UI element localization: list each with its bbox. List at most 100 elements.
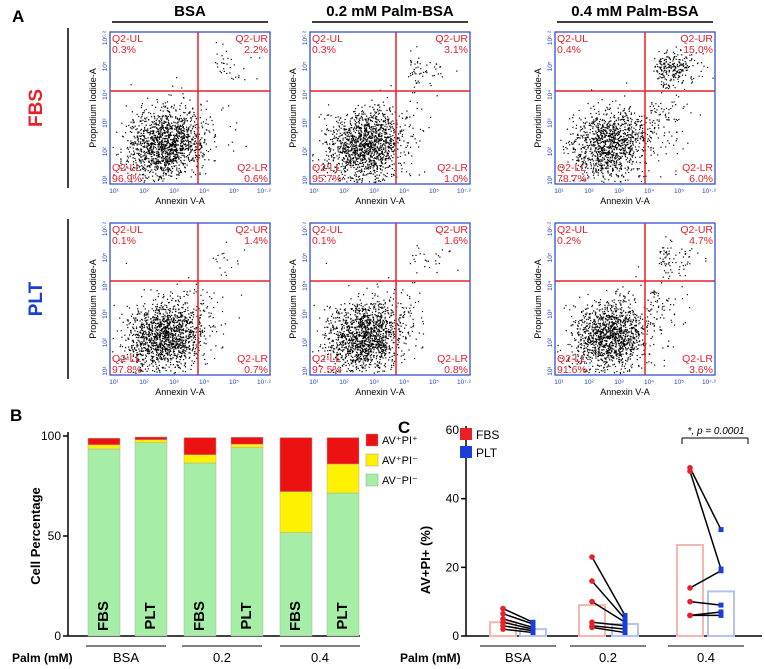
dot bbox=[393, 173, 395, 175]
dot bbox=[625, 153, 627, 155]
dot bbox=[145, 156, 147, 158]
dot bbox=[132, 122, 134, 124]
dot bbox=[626, 141, 628, 144]
dot bbox=[596, 131, 598, 134]
dot bbox=[167, 139, 169, 141]
dot bbox=[373, 138, 375, 140]
dot bbox=[348, 129, 350, 131]
dot bbox=[142, 140, 144, 142]
dot bbox=[351, 141, 353, 143]
dot bbox=[359, 135, 361, 138]
dot bbox=[193, 126, 195, 128]
dot bbox=[365, 134, 367, 136]
dot bbox=[175, 157, 177, 159]
dot bbox=[154, 168, 156, 170]
dot bbox=[610, 142, 612, 144]
dot bbox=[154, 141, 156, 144]
dot bbox=[355, 158, 357, 161]
dot bbox=[337, 138, 339, 140]
dot bbox=[627, 142, 629, 144]
dot bbox=[379, 140, 381, 142]
dot bbox=[371, 134, 373, 136]
dot bbox=[140, 120, 142, 122]
dot bbox=[202, 165, 204, 167]
dot bbox=[141, 156, 143, 158]
dot bbox=[227, 57, 229, 59]
dot bbox=[344, 142, 346, 144]
dot bbox=[624, 128, 626, 131]
dot bbox=[216, 261, 218, 263]
dot bbox=[199, 317, 201, 319]
dot bbox=[607, 135, 609, 137]
dot bbox=[649, 119, 651, 121]
dot bbox=[641, 115, 643, 117]
dot bbox=[171, 142, 173, 144]
dot bbox=[342, 159, 344, 161]
dot bbox=[576, 137, 578, 139]
dot bbox=[144, 117, 146, 119]
dot bbox=[665, 83, 667, 85]
dot bbox=[336, 155, 338, 157]
dot bbox=[130, 127, 132, 129]
dot bbox=[657, 65, 659, 68]
dot bbox=[582, 128, 584, 130]
dot bbox=[140, 153, 142, 155]
dot bbox=[145, 312, 147, 314]
dot bbox=[157, 150, 159, 152]
dot bbox=[355, 108, 357, 110]
dot bbox=[189, 356, 191, 358]
dot bbox=[171, 146, 173, 148]
dot bbox=[577, 160, 579, 162]
dot bbox=[171, 153, 173, 155]
row-header: FBS bbox=[26, 89, 47, 127]
dot bbox=[120, 148, 122, 150]
dot bbox=[196, 136, 198, 138]
dot bbox=[135, 159, 137, 161]
dot bbox=[344, 178, 346, 180]
dot bbox=[348, 163, 350, 165]
dot bbox=[169, 124, 171, 126]
dot bbox=[159, 143, 161, 145]
dot bbox=[411, 72, 413, 74]
dot bbox=[378, 140, 380, 142]
dot bbox=[618, 119, 620, 121]
dot bbox=[346, 151, 348, 153]
dot bbox=[381, 127, 383, 129]
dot bbox=[426, 72, 428, 74]
dot bbox=[145, 314, 147, 316]
dot bbox=[338, 125, 340, 127]
dot bbox=[597, 159, 599, 161]
dot bbox=[619, 113, 622, 115]
dot bbox=[627, 161, 629, 163]
dot bbox=[180, 142, 182, 144]
dot bbox=[606, 113, 608, 115]
dot bbox=[349, 155, 351, 157]
dot bbox=[180, 356, 182, 358]
dot bbox=[598, 140, 600, 142]
dot bbox=[217, 66, 219, 68]
dot bbox=[691, 82, 693, 84]
dot bbox=[158, 354, 160, 356]
dot bbox=[382, 115, 385, 117]
dot bbox=[653, 120, 655, 122]
dot bbox=[614, 138, 616, 140]
dot bbox=[611, 140, 613, 142]
dot bbox=[341, 152, 343, 154]
dot bbox=[624, 126, 626, 128]
dot bbox=[141, 355, 143, 357]
dot bbox=[155, 144, 157, 146]
dot bbox=[175, 158, 177, 160]
dot bbox=[201, 155, 203, 157]
dot bbox=[142, 112, 144, 114]
dot bbox=[584, 132, 586, 134]
dot bbox=[607, 160, 609, 162]
dot bbox=[675, 77, 677, 79]
dot bbox=[351, 148, 354, 150]
dot bbox=[389, 140, 391, 142]
quadrant-name-lr: Q2-LR bbox=[682, 162, 713, 174]
dot bbox=[380, 165, 382, 167]
dot bbox=[374, 162, 376, 164]
dot bbox=[612, 132, 614, 134]
dot bbox=[172, 158, 174, 160]
dot bbox=[619, 127, 621, 130]
